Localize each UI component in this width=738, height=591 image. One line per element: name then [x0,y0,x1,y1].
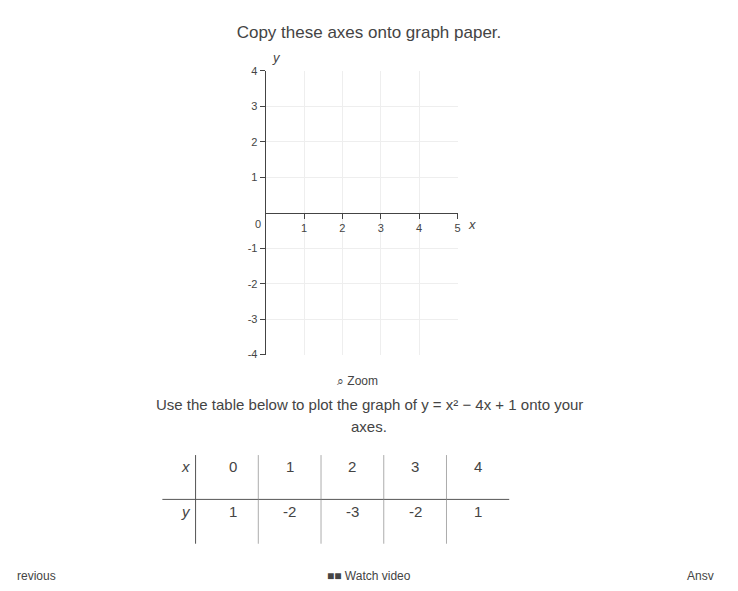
svg-text:-3: -3 [248,313,258,325]
svg-text:axes.: axes. [351,418,387,435]
svg-text:Use the table below to plot th: Use the table below to plot the graph of… [156,396,583,413]
svg-text:3: 3 [411,458,419,475]
svg-text:Copy these axes onto graph pap: Copy these axes onto graph paper. [237,23,502,42]
svg-text:4: 4 [251,65,257,77]
svg-text:2: 2 [348,458,356,475]
svg-text:-3: -3 [346,503,359,520]
svg-text:4: 4 [416,222,422,234]
svg-text:-4: -4 [248,348,258,360]
svg-text:y: y [181,503,191,520]
svg-text:1: 1 [229,503,237,520]
svg-text:-2: -2 [248,278,258,290]
svg-text:3: 3 [378,222,384,234]
svg-text:1: 1 [301,222,307,234]
svg-text:⌕ Zoom: ⌕ Zoom [337,374,378,388]
svg-text:4: 4 [474,458,482,475]
svg-text:x: x [181,458,190,475]
svg-text:x: x [468,217,476,232]
svg-text:-2: -2 [283,503,296,520]
svg-text:Ansv: Ansv [687,569,714,583]
svg-text:3: 3 [251,100,257,112]
svg-text:1: 1 [286,458,294,475]
svg-text:■■ Watch video: ■■ Watch video [327,569,411,583]
svg-text:-2: -2 [409,503,422,520]
svg-text:1: 1 [474,503,482,520]
svg-text:5: 5 [454,222,460,234]
svg-text:1: 1 [251,171,257,183]
svg-text:revious: revious [17,569,56,583]
svg-text:0: 0 [229,458,237,475]
svg-text:2: 2 [251,136,257,148]
svg-text:-1: -1 [248,242,258,254]
svg-text:y: y [272,50,281,65]
svg-text:2: 2 [339,222,345,234]
svg-text:0: 0 [255,218,261,230]
